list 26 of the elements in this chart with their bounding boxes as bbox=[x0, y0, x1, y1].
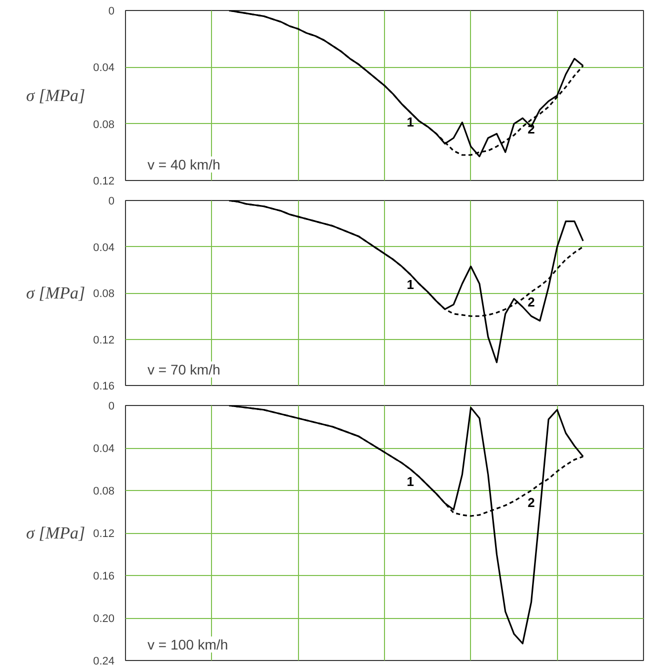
annotation: v = 70 km/h bbox=[148, 362, 220, 378]
y-tick-label: 0.12 bbox=[93, 334, 115, 346]
y-tick-label: 0.08 bbox=[93, 288, 115, 300]
series-label: 2 bbox=[528, 495, 535, 510]
y-tick-label: 0 bbox=[108, 196, 115, 208]
y-tick-label: 0.04 bbox=[93, 242, 115, 254]
series-label: 1 bbox=[406, 277, 414, 292]
y-axis-title: σ [MPa] bbox=[26, 524, 86, 542]
annotation: v = 100 km/h bbox=[148, 636, 228, 652]
y-axis-title: σ [MPa] bbox=[26, 86, 86, 105]
y-tick-label: 0 bbox=[108, 6, 115, 18]
y-tick-label: 0.12 bbox=[93, 176, 115, 188]
y-axis-title: σ [MPa] bbox=[26, 284, 86, 302]
y-tick-label: 0.08 bbox=[93, 118, 115, 131]
series-label: 2 bbox=[528, 294, 535, 310]
y-tick-label: 0.16 bbox=[93, 380, 115, 392]
series-label: 1 bbox=[406, 474, 414, 489]
y-tick-label: 0.04 bbox=[93, 62, 115, 74]
y-tick-label: 0.24 bbox=[93, 656, 115, 668]
y-tick-label: 0.08 bbox=[93, 486, 115, 498]
y-tick-label: 0.04 bbox=[93, 443, 115, 455]
y-tick-label: 0.12 bbox=[93, 528, 115, 540]
y-tick-label: 0 bbox=[108, 400, 115, 412]
annotation: v = 40 km/h bbox=[148, 156, 220, 172]
y-tick-label: 0.20 bbox=[93, 613, 115, 625]
y-tick-label: 0.16 bbox=[93, 570, 115, 582]
